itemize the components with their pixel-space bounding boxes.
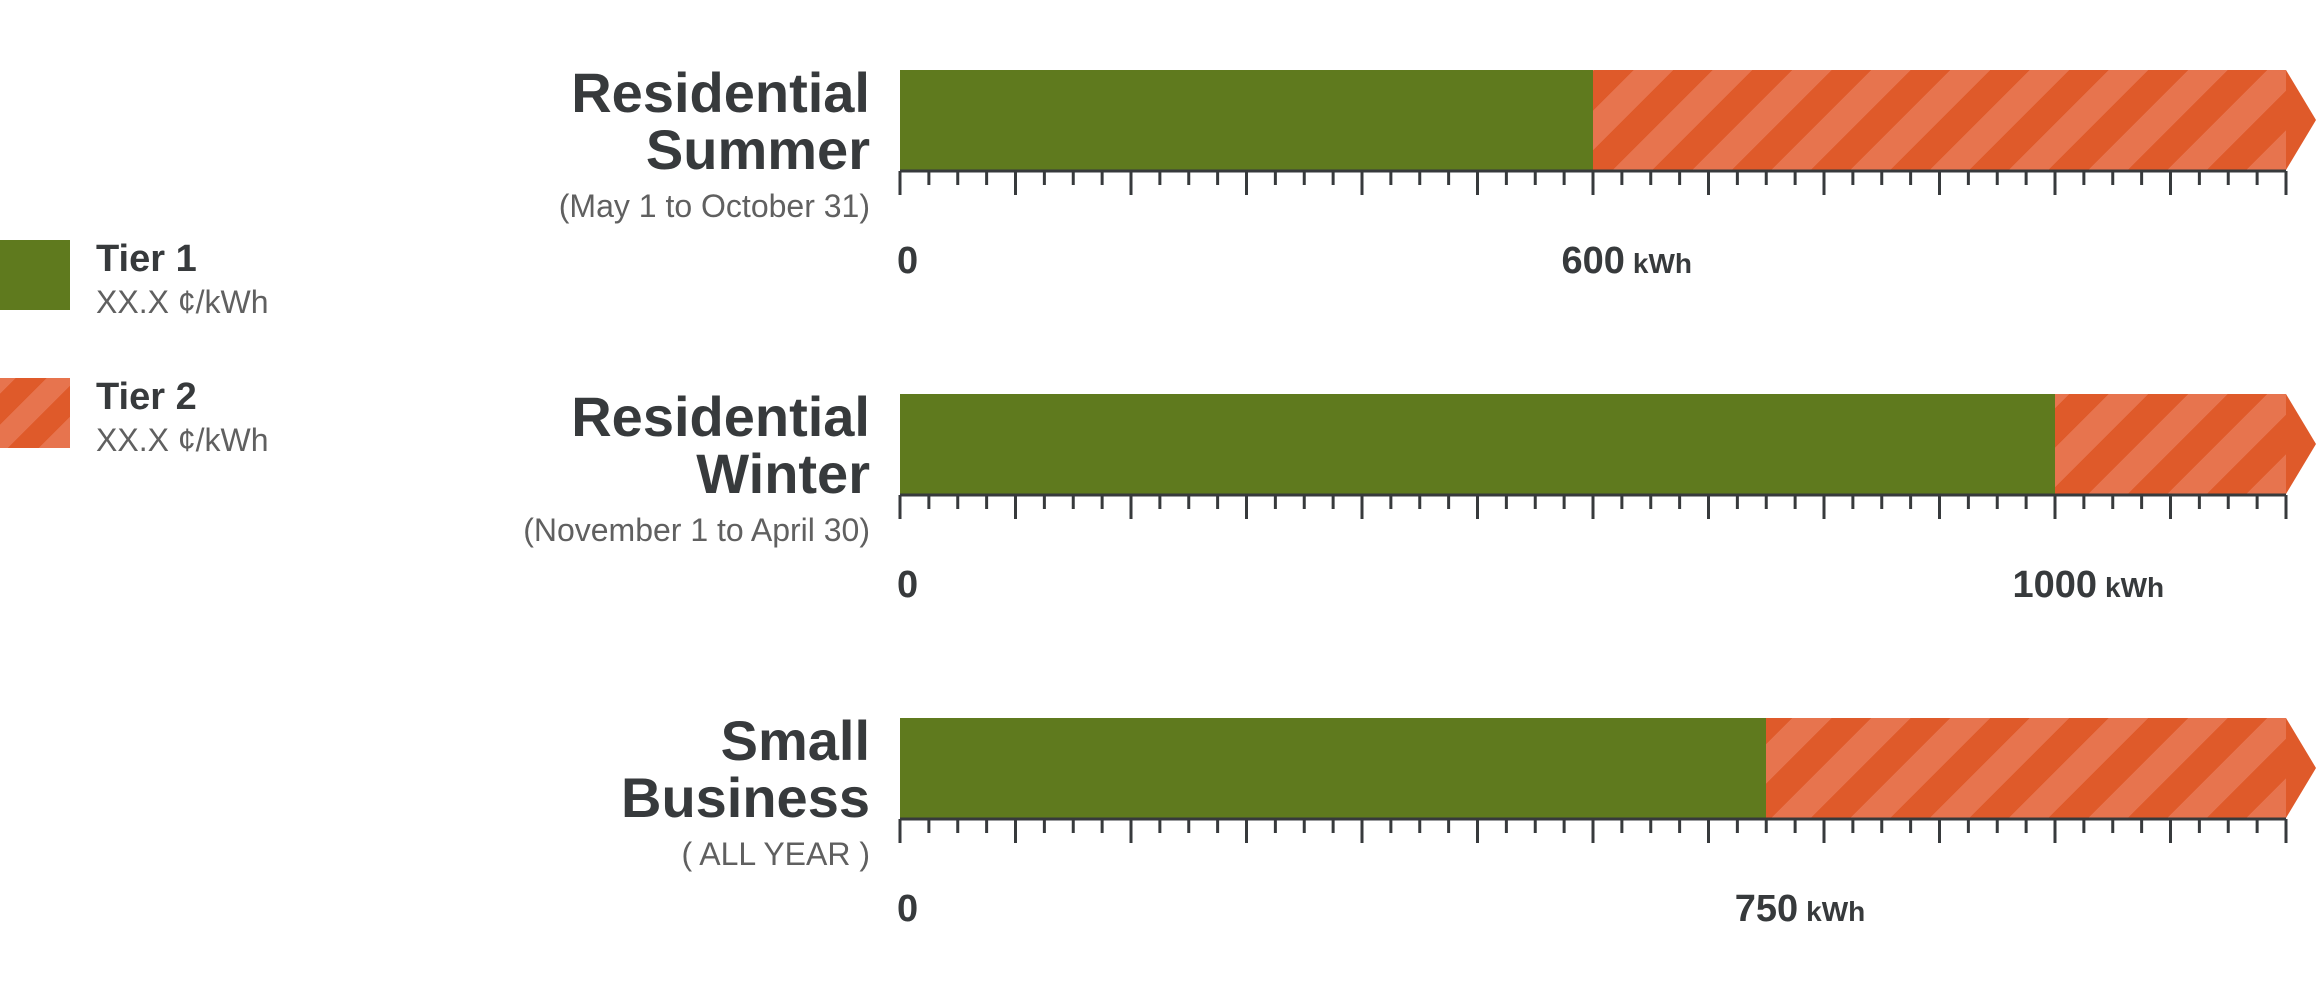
legend-tier1-name: Tier 1 (96, 240, 269, 278)
axis-ticks (900, 170, 2286, 200)
legend-tier2-name: Tier 2 (96, 378, 269, 416)
tier1-segment (900, 718, 1766, 818)
legend-item-tier2: Tier 2 XX.X ¢/kWh (0, 378, 269, 456)
legend: Tier 1 XX.X ¢/kWh Tier 2 XX.X ¢/kWh (0, 240, 269, 456)
axis-threshold-label: 600kWh (1562, 240, 1693, 283)
row-title: ResidentialSummer (490, 64, 870, 178)
tier2-segment (1593, 70, 2286, 170)
row-label: SmallBusiness ( ALL YEAR ) (490, 712, 870, 873)
arrow-icon (2286, 70, 2316, 170)
arrow-icon (2286, 394, 2316, 494)
bar-block: 0 750kWh (900, 718, 2316, 932)
legend-tier2-rate: XX.X ¢/kWh (96, 424, 269, 456)
chart-canvas: Tier 1 XX.X ¢/kWh Tier 2 XX.X ¢/kWh Resi… (0, 0, 2316, 1000)
tier-bar (900, 718, 2316, 818)
arrow-icon (2286, 718, 2316, 818)
row-subtitle: (November 1 to April 30) (490, 512, 870, 549)
axis-unit-label: kWh (1633, 248, 1692, 279)
tier-bar (900, 394, 2316, 494)
bar-block: 0 600kWh (900, 70, 2316, 284)
tier1-segment (900, 394, 2055, 494)
row-title: SmallBusiness (490, 712, 870, 826)
axis-threshold-label: 1000kWh (2013, 564, 2165, 607)
axis-ticks (900, 818, 2286, 848)
row-subtitle: (May 1 to October 31) (490, 188, 870, 225)
axis-ticks (900, 494, 2286, 524)
row-subtitle: ( ALL YEAR ) (490, 836, 870, 873)
bar-row: SmallBusiness( ALL YEAR )0750kWh (490, 718, 2316, 932)
axis-unit-label: kWh (1806, 896, 1865, 927)
axis-unit-label: kWh (2105, 572, 2164, 603)
tier1-swatch-icon (0, 240, 70, 310)
axis-labels: 0 600kWh (900, 240, 2316, 284)
axis (900, 170, 2316, 240)
tier1-segment (900, 70, 1593, 170)
axis-labels: 0 1000kWh (900, 564, 2316, 608)
axis-zero-label: 0 (897, 240, 918, 283)
bar-row: ResidentialSummer(May 1 to October 31)06… (490, 70, 2316, 284)
axis-zero-label: 0 (897, 564, 918, 607)
tier2-segment (2055, 394, 2286, 494)
legend-tier1-rate: XX.X ¢/kWh (96, 286, 269, 318)
axis (900, 494, 2316, 564)
axis-threshold-label: 750kWh (1735, 888, 1866, 931)
axis-zero-label: 0 (897, 888, 918, 931)
axis (900, 818, 2316, 888)
row-label: ResidentialSummer (May 1 to October 31) (490, 64, 870, 225)
tier2-swatch-icon (0, 378, 70, 448)
bar-block: 0 1000kWh (900, 394, 2316, 608)
row-label: ResidentialWinter (November 1 to April 30… (490, 388, 870, 549)
tier2-segment (1766, 718, 2286, 818)
row-title: ResidentialWinter (490, 388, 870, 502)
legend-item-tier1: Tier 1 XX.X ¢/kWh (0, 240, 269, 318)
bar-rows: ResidentialSummer(May 1 to October 31)06… (490, 70, 2316, 932)
axis-labels: 0 750kWh (900, 888, 2316, 932)
bar-row: ResidentialWinter(November 1 to April 30… (490, 394, 2316, 608)
tier-bar (900, 70, 2316, 170)
